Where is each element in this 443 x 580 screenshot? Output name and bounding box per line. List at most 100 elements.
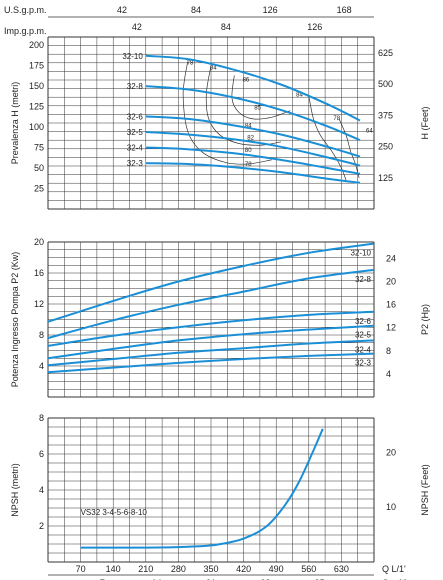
head-curve-32-3 bbox=[145, 162, 361, 184]
power-hp-tick: 8 bbox=[386, 346, 391, 356]
head-series-label: 32-8 bbox=[127, 82, 144, 91]
head-curve-32-8 bbox=[145, 85, 361, 142]
npsh-feet-label: NPSH (Feet) bbox=[420, 464, 430, 516]
efficiency-label: 84 bbox=[296, 92, 303, 98]
head-series-label: 32-5 bbox=[127, 128, 144, 137]
us-gpm-label: U.S.g.p.m. bbox=[4, 5, 47, 15]
power-hp-tick: 4 bbox=[386, 369, 391, 379]
us-gpm-tick: 168 bbox=[337, 5, 352, 15]
power-series-label: 32-3 bbox=[355, 359, 372, 368]
q-lmin-tick: 490 bbox=[269, 564, 284, 574]
head-y-label: Prevalenza H (metri) bbox=[10, 82, 20, 165]
power-y-tick: 4 bbox=[39, 361, 44, 371]
q-lmin-tick: 560 bbox=[301, 564, 316, 574]
npsh-y-tick: 6 bbox=[39, 449, 44, 459]
power-y-tick: 16 bbox=[34, 268, 44, 278]
npsh-y-tick: 2 bbox=[39, 521, 44, 531]
head-y-tick: 200 bbox=[29, 40, 44, 50]
q-lmin-tick: 630 bbox=[334, 564, 349, 574]
power-series-label: 32-8 bbox=[355, 275, 372, 284]
power-hp-tick: 12 bbox=[386, 323, 396, 333]
head-feet-tick: 625 bbox=[378, 48, 393, 58]
q-m3h-tick: 28 bbox=[260, 578, 270, 580]
efficiency-label: 78 bbox=[245, 162, 252, 168]
power-series-label: 32-6 bbox=[355, 317, 372, 326]
efficiency-label: 78 bbox=[187, 60, 194, 66]
npsh-series-label: VS32 3-4-5-6-8-10 bbox=[81, 508, 148, 517]
head-y-tick: 150 bbox=[29, 81, 44, 91]
efficiency-label: 80 bbox=[245, 148, 252, 154]
efficiency-label: 85 bbox=[254, 105, 261, 111]
efficiency-label: 84 bbox=[210, 65, 217, 71]
iso-efficiency-line bbox=[308, 95, 347, 181]
power-series-label: 32-10 bbox=[351, 249, 372, 258]
q-m3h-label: Q m³/h bbox=[382, 578, 410, 580]
us-gpm-tick: 84 bbox=[191, 5, 201, 15]
npsh-y-tick: 8 bbox=[39, 413, 44, 423]
power-hp-tick: 24 bbox=[386, 253, 396, 263]
npsh-feet-tick: 10 bbox=[386, 502, 396, 512]
power-curve-32-10 bbox=[47, 242, 375, 323]
head-feet-tick: 375 bbox=[378, 110, 393, 120]
npsh-grid bbox=[47, 417, 375, 563]
power-y-tick: 12 bbox=[34, 299, 44, 309]
head-series-label: 32-10 bbox=[122, 52, 143, 61]
npsh-y-label: NPSH (metri) bbox=[10, 463, 20, 517]
power-curve-32-5 bbox=[47, 324, 375, 360]
head-feet-label: H (Feet) bbox=[420, 106, 430, 139]
power-series-label: 32-4 bbox=[355, 345, 372, 354]
power-hp-tick: 16 bbox=[386, 300, 396, 310]
iso-efficiency-line bbox=[205, 65, 281, 146]
power-series-label: 32-5 bbox=[355, 331, 372, 340]
head-y-tick: 125 bbox=[29, 102, 44, 112]
q-m3h-tick: 21 bbox=[206, 578, 216, 580]
power-curve-32-6 bbox=[47, 310, 375, 347]
iso-efficiency-line bbox=[338, 118, 360, 178]
power-curve-32-4 bbox=[47, 339, 375, 367]
power-y-label: Potenza Ingresso Pompa P2 (Kw) bbox=[10, 252, 20, 388]
head-y-tick: 25 bbox=[34, 184, 44, 194]
head-series-label: 32-4 bbox=[127, 144, 144, 153]
head-feet-tick: 125 bbox=[378, 173, 393, 183]
imp-gpm-tick: 84 bbox=[221, 22, 231, 32]
q-lmin-tick: 280 bbox=[171, 564, 186, 574]
head-curve-32-6 bbox=[145, 115, 361, 158]
q-lmin-tick: 210 bbox=[138, 564, 153, 574]
npsh-curve bbox=[80, 428, 324, 549]
power-y-tick: 20 bbox=[34, 237, 44, 247]
q-m3h-tick: 14 bbox=[152, 578, 162, 580]
head-y-tick: 175 bbox=[29, 61, 44, 71]
head-y-tick: 100 bbox=[29, 122, 44, 132]
power-curve-32-8 bbox=[47, 268, 375, 340]
imp-gpm-label: Imp.g.p.m. bbox=[4, 26, 47, 36]
npsh-feet-tick: 20 bbox=[386, 447, 396, 457]
head-y-tick: 50 bbox=[34, 163, 44, 173]
us-gpm-tick: 42 bbox=[117, 5, 127, 15]
head-y-tick: 75 bbox=[34, 143, 44, 153]
efficiency-label: 86 bbox=[243, 78, 250, 84]
q-lmin-tick: 140 bbox=[106, 564, 121, 574]
power-curve-32-3 bbox=[47, 352, 375, 374]
q-m3h-tick: 7 bbox=[100, 578, 105, 580]
head-curve-32-5 bbox=[145, 131, 361, 167]
efficiency-label: 64 bbox=[366, 128, 373, 134]
q-lmin-tick: 70 bbox=[76, 564, 86, 574]
head-curve-32-4 bbox=[145, 146, 361, 175]
head-feet-tick: 250 bbox=[378, 142, 393, 152]
us-gpm-tick: 126 bbox=[263, 5, 278, 15]
q-lmin-tick: 420 bbox=[236, 564, 251, 574]
q-lmin-label: Q L/1' bbox=[382, 564, 406, 574]
head-series-label: 32-3 bbox=[127, 159, 144, 168]
npsh-y-tick: 4 bbox=[39, 485, 44, 495]
efficiency-label: 78 bbox=[333, 116, 340, 122]
iso-efficiency-line bbox=[182, 61, 272, 165]
imp-gpm-tick: 42 bbox=[132, 22, 142, 32]
imp-gpm-tick: 126 bbox=[307, 22, 322, 32]
power-hp-tick: 20 bbox=[386, 276, 396, 286]
power-grid bbox=[47, 241, 375, 398]
efficiency-label: 82 bbox=[247, 136, 254, 142]
head-feet-tick: 500 bbox=[378, 79, 393, 89]
head-curve-32-10 bbox=[145, 54, 361, 122]
